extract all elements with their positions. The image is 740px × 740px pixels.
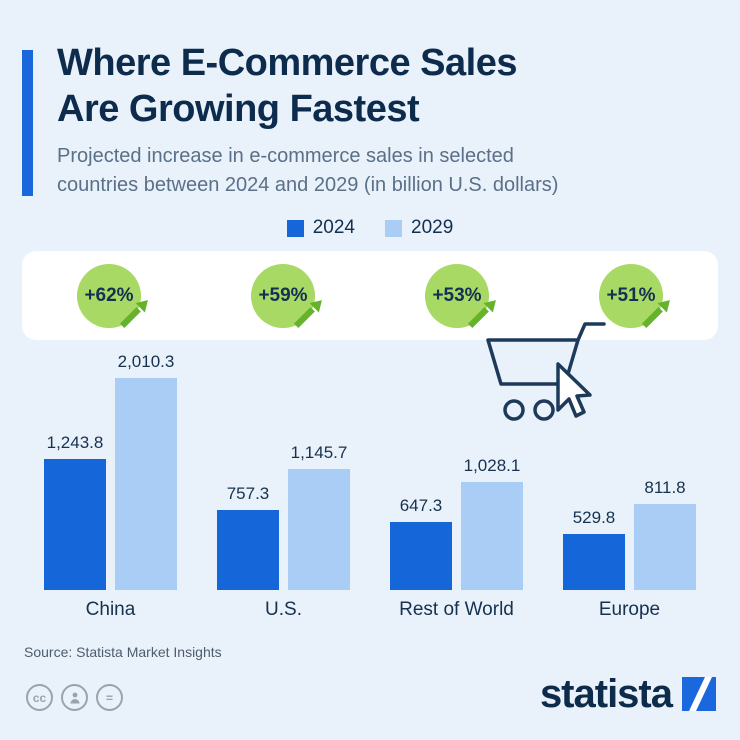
growth-value: +62%: [84, 284, 134, 306]
bar-group-u-s: 757.3 1,145.7 U.S.: [217, 350, 350, 621]
legend-label-2029: 2029: [411, 217, 454, 238]
bar-value-label: 2,010.3: [117, 352, 175, 371]
growth-value: +53%: [432, 284, 482, 306]
shopping-cart-icon: [486, 322, 606, 421]
title-line-1: Where E-Commerce Sales: [57, 42, 517, 84]
statista-logo[interactable]: statista: [540, 674, 716, 714]
growth-value: +51%: [606, 284, 656, 306]
legend-swatch-2024: [286, 219, 304, 237]
bar-chart: 1,243.8 2,010.3 China 757.3 1,145.7 U.S. 647.3…: [24, 350, 716, 621]
bar-wrap: 529.8: [563, 508, 625, 590]
bar-value-label: 647.3: [399, 496, 443, 515]
growth-arrow-icon: [641, 299, 670, 328]
bar-2024-china: [44, 459, 106, 590]
bar-value-label: 757.3: [226, 484, 270, 503]
bar-2029-china: [115, 378, 177, 590]
subtitle: Projected increase in e-commerce sales i…: [57, 142, 558, 200]
growth-badge-us: +59%: [251, 263, 322, 328]
bar-wrap: 2,010.3: [115, 352, 177, 590]
bar-2029-rest-of-world: [461, 482, 523, 590]
category-label: U.S.: [265, 599, 302, 620]
subtitle-line-1: Projected increase in e-commerce sales i…: [57, 145, 514, 167]
growth-badge-europe: +51%: [599, 263, 670, 328]
statista-logo-icon: [682, 677, 716, 711]
bar-2029-europe: [634, 504, 696, 590]
growth-arrow-icon: [467, 299, 496, 328]
source-text: Source: Statista Market Insights: [24, 644, 222, 660]
growth-arrow-icon: [119, 299, 148, 328]
category-label: China: [85, 599, 136, 620]
growth-arrow-icon: [293, 299, 322, 328]
bar-value-label: 1,028.1: [463, 456, 521, 475]
chart-legend: 2024 2029: [0, 217, 740, 239]
growth-badge-china: +62%: [77, 263, 148, 328]
bar-2029-u-s: [288, 469, 350, 590]
bar-pair: 1,243.8 2,010.3: [44, 350, 177, 590]
title-line-2: Are Growing Fastest: [57, 88, 420, 130]
bar-value-label: 1,243.8: [46, 433, 104, 452]
bar-value-label: 1,145.7: [290, 443, 348, 462]
bar-pair: 647.3 1,028.1: [390, 350, 523, 590]
equal-license-icon[interactable]: =: [96, 684, 123, 711]
title-accent-bar: [22, 50, 33, 196]
bar-group-europe: 529.8 811.8 Europe: [563, 350, 696, 621]
bar-pair: 529.8 811.8: [563, 350, 696, 590]
cc-license-icon[interactable]: cc: [26, 684, 53, 711]
license-icons[interactable]: cc =: [26, 684, 123, 711]
subtitle-line-2: countries between 2024 and 2029 (in bill…: [57, 174, 559, 196]
legend-label-2024: 2024: [312, 217, 355, 238]
bar-wrap: 811.8: [634, 478, 696, 590]
bar-wrap: 1,028.1: [461, 456, 523, 590]
cursor-icon: [556, 362, 592, 418]
statista-wordmark: statista: [539, 672, 673, 716]
bar-pair: 757.3 1,145.7: [217, 350, 350, 590]
bar-wrap: 757.3: [217, 484, 279, 590]
bar-group-rest-of-world: 647.3 1,028.1 Rest of World: [390, 350, 523, 621]
category-label: Europe: [598, 599, 661, 620]
legend-item-2024: 2024: [286, 217, 355, 239]
bar-2024-u-s: [217, 510, 279, 590]
bar-2024-europe: [563, 534, 625, 590]
category-label: Rest of World: [399, 599, 514, 620]
growth-badge-band: +62% +59% +53% +51%: [22, 251, 718, 340]
bar-value-label: 811.8: [644, 478, 686, 497]
bar-2024-rest-of-world: [390, 522, 452, 590]
page-title: Where E-Commerce Sales Are Growing Faste…: [57, 40, 517, 132]
growth-badge-rest-of-world: +53%: [425, 263, 496, 328]
bar-wrap: 1,243.8: [44, 433, 106, 590]
bar-wrap: 647.3: [390, 496, 452, 590]
legend-swatch-2029: [385, 219, 402, 237]
attribution-person-icon[interactable]: [61, 684, 88, 711]
bar-wrap: 1,145.7: [288, 443, 350, 590]
bar-group-china: 1,243.8 2,010.3 China: [44, 350, 177, 621]
growth-value: +59%: [258, 284, 308, 306]
bar-value-label: 529.8: [572, 508, 616, 527]
legend-item-2029: 2029: [385, 217, 453, 239]
